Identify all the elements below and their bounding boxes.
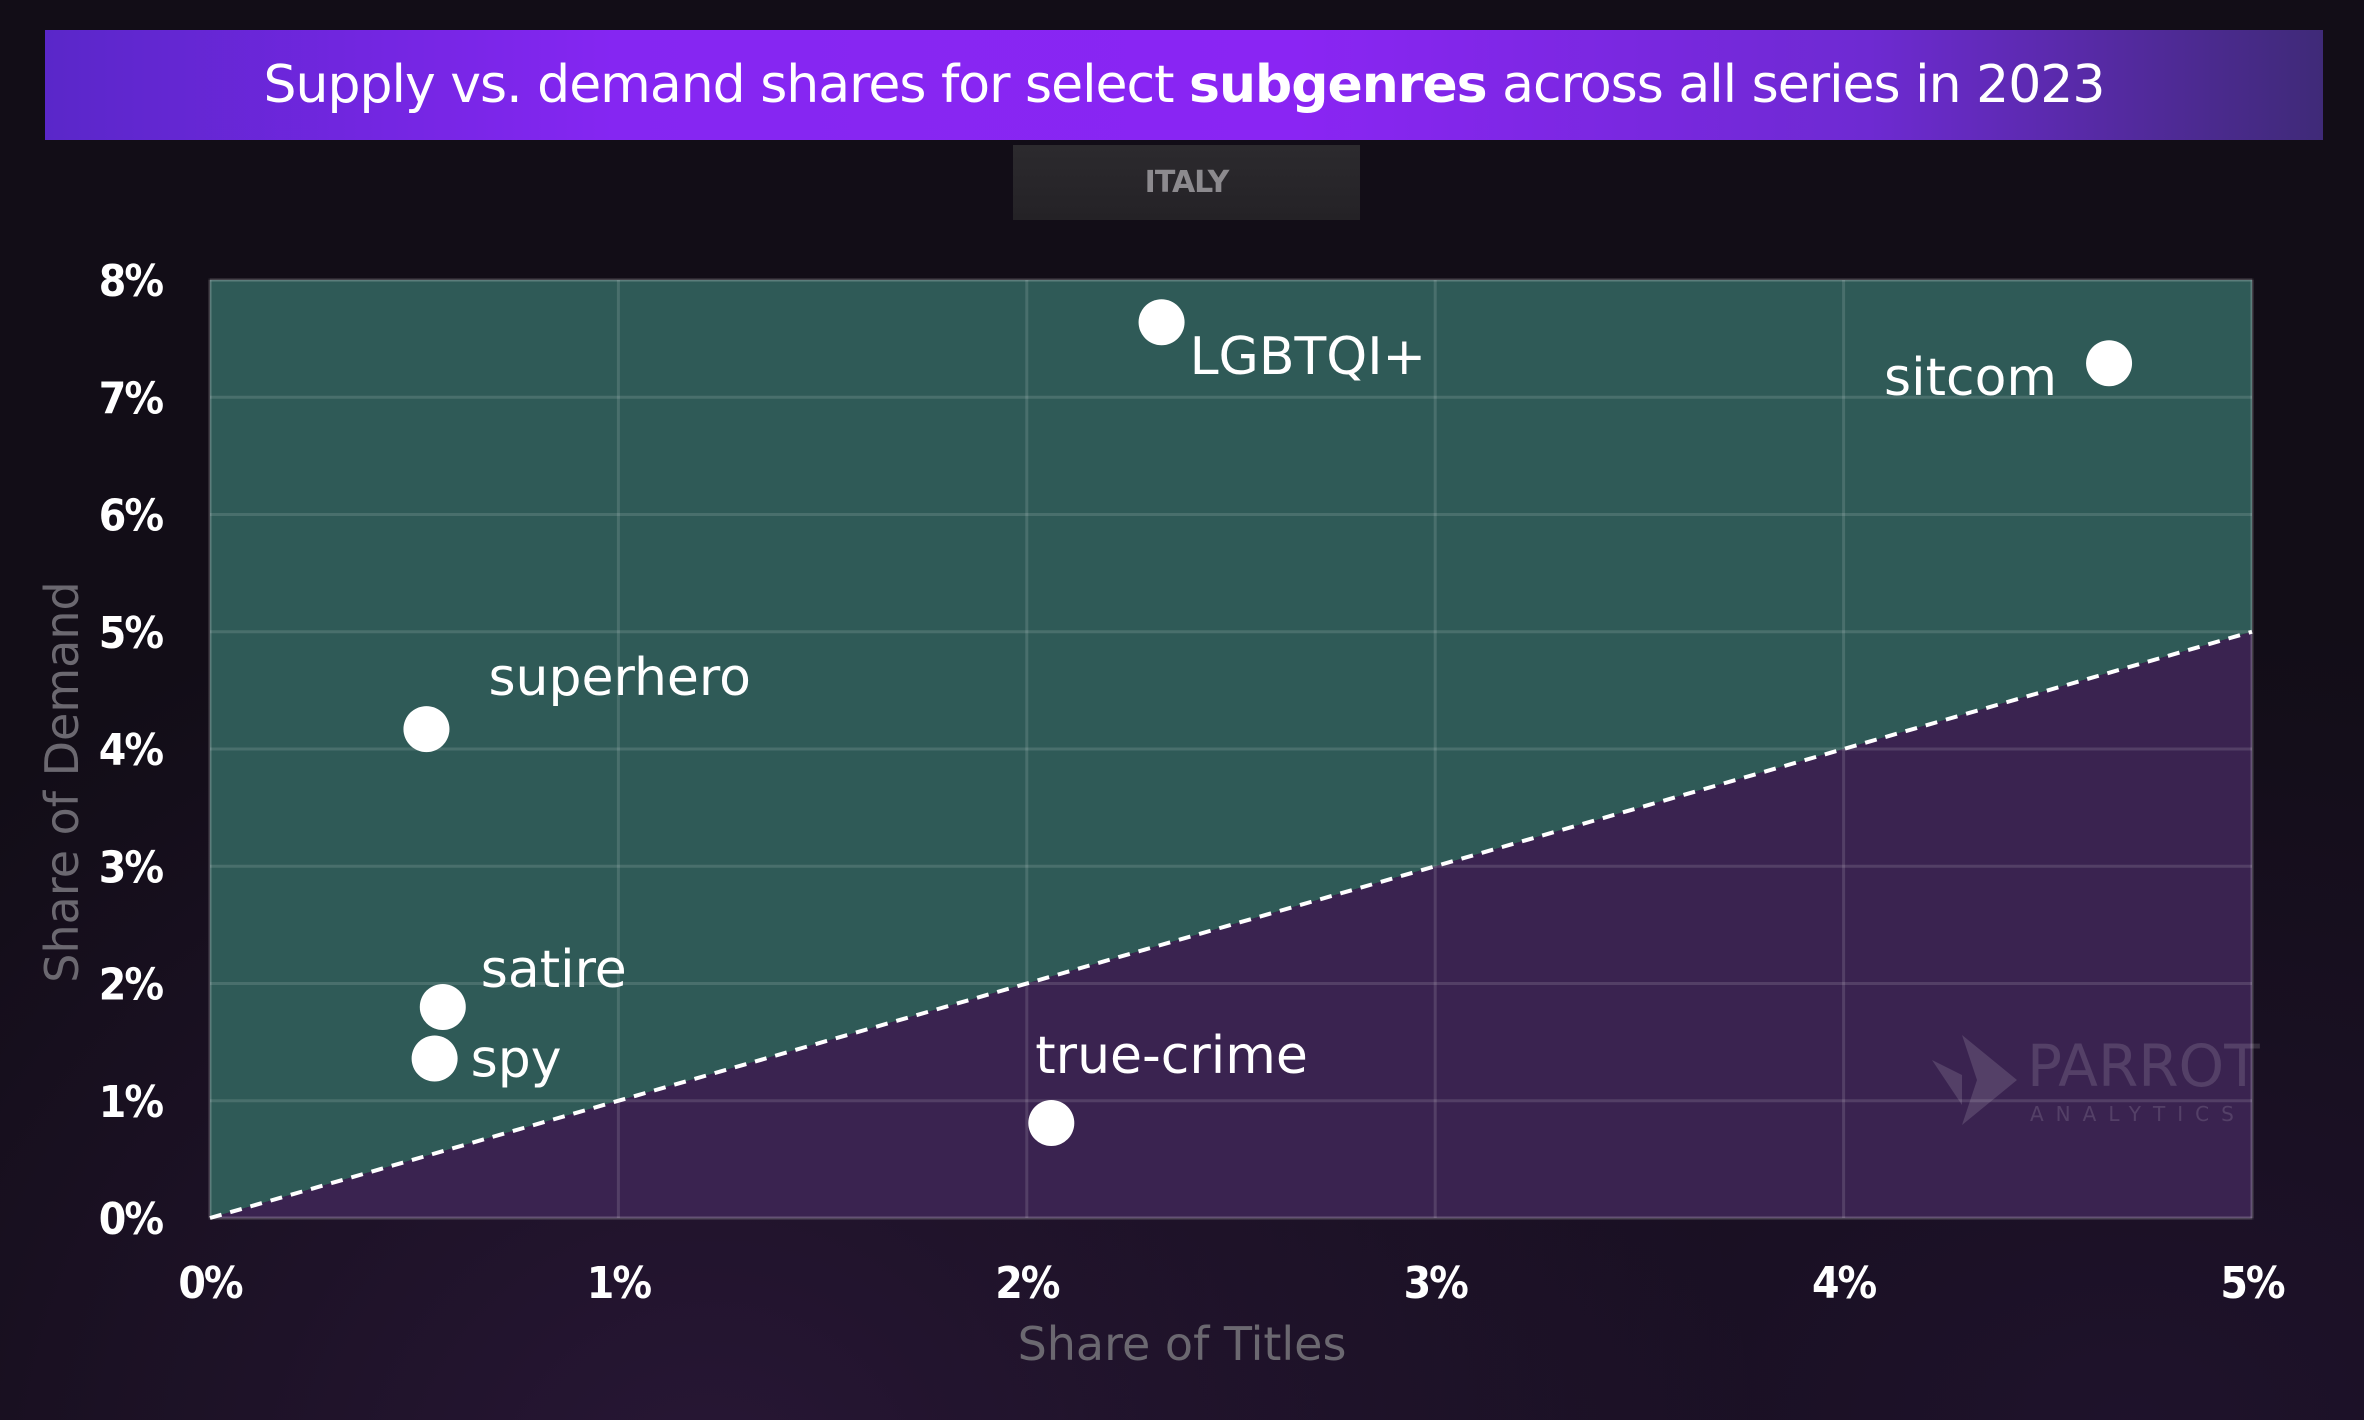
x-tick-label: 0% bbox=[178, 1258, 243, 1309]
point-label: true-crime bbox=[1035, 1026, 1308, 1086]
parity-line-group bbox=[209, 629, 2253, 1220]
x-tick-label: 2% bbox=[995, 1258, 1060, 1309]
y-tick-label: 5% bbox=[99, 608, 164, 659]
y-tick-label: 4% bbox=[99, 725, 164, 776]
y-tick-label: 6% bbox=[99, 491, 164, 542]
y-tick-label: 3% bbox=[99, 842, 164, 893]
x-axis-title: Share of Titles bbox=[1018, 1317, 1347, 1371]
point-label: superhero bbox=[488, 648, 751, 708]
title-part-1: Supply vs. demand shares for select bbox=[263, 55, 1190, 115]
y-tick-label: 1% bbox=[99, 1077, 164, 1128]
parity-line bbox=[209, 629, 2253, 1220]
point-labels: LGBTQI+ sitcom superhero satire spy true-crim… bbox=[471, 327, 2057, 1089]
y-tick-label: 2% bbox=[99, 960, 164, 1011]
x-tick-label: 4% bbox=[1812, 1258, 1877, 1309]
above-parity-region bbox=[210, 280, 2252, 1218]
data-point bbox=[403, 706, 450, 753]
y-tick-label: 0% bbox=[99, 1194, 164, 1245]
parrot-logo-icon bbox=[1932, 1035, 2017, 1125]
country-tab: ITALY bbox=[1013, 145, 1360, 220]
y-tick-label: 7% bbox=[99, 373, 164, 424]
chart-title: Supply vs. demand shares for select subg… bbox=[263, 55, 2106, 115]
point-label: satire bbox=[481, 940, 627, 1000]
y-axis-title: Share of Demand bbox=[35, 581, 89, 982]
x-tick-label: 1% bbox=[587, 1258, 652, 1309]
y-tick-labels: 0% 1% 2% 3% 4% 5% 6% 7% 8% bbox=[99, 256, 166, 1245]
data-point bbox=[411, 1035, 458, 1082]
title-part-2: across all series in 2023 bbox=[1486, 55, 2105, 115]
y-tick-label: 8% bbox=[99, 256, 164, 307]
x-tick-label: 3% bbox=[1404, 1258, 1469, 1309]
data-points bbox=[403, 299, 2133, 1147]
data-point bbox=[419, 983, 466, 1030]
grid-lines bbox=[208, 278, 2254, 1220]
point-label: sitcom bbox=[1884, 348, 2057, 408]
data-point bbox=[2086, 340, 2133, 387]
watermark-brand: PARROT bbox=[2027, 1032, 2260, 1100]
x-tick-labels: 0% 1% 2% 3% 4% 5% bbox=[178, 1258, 2287, 1309]
plot-border bbox=[208, 278, 2254, 1220]
point-label: spy bbox=[471, 1030, 562, 1090]
data-point bbox=[1138, 299, 1185, 346]
x-tick-label: 5% bbox=[2220, 1258, 2285, 1309]
title-part-bold: subgenres bbox=[1189, 55, 1488, 115]
country-label: ITALY bbox=[1144, 165, 1230, 200]
title-banner: Supply vs. demand shares for select subg… bbox=[45, 30, 2323, 140]
point-label: LGBTQI+ bbox=[1190, 327, 1427, 387]
watermark-sub: ANALYTICS bbox=[2030, 1102, 2246, 1126]
data-point bbox=[1028, 1100, 1075, 1147]
parrot-analytics-watermark: PARROT ANALYTICS bbox=[1922, 1030, 2260, 1130]
